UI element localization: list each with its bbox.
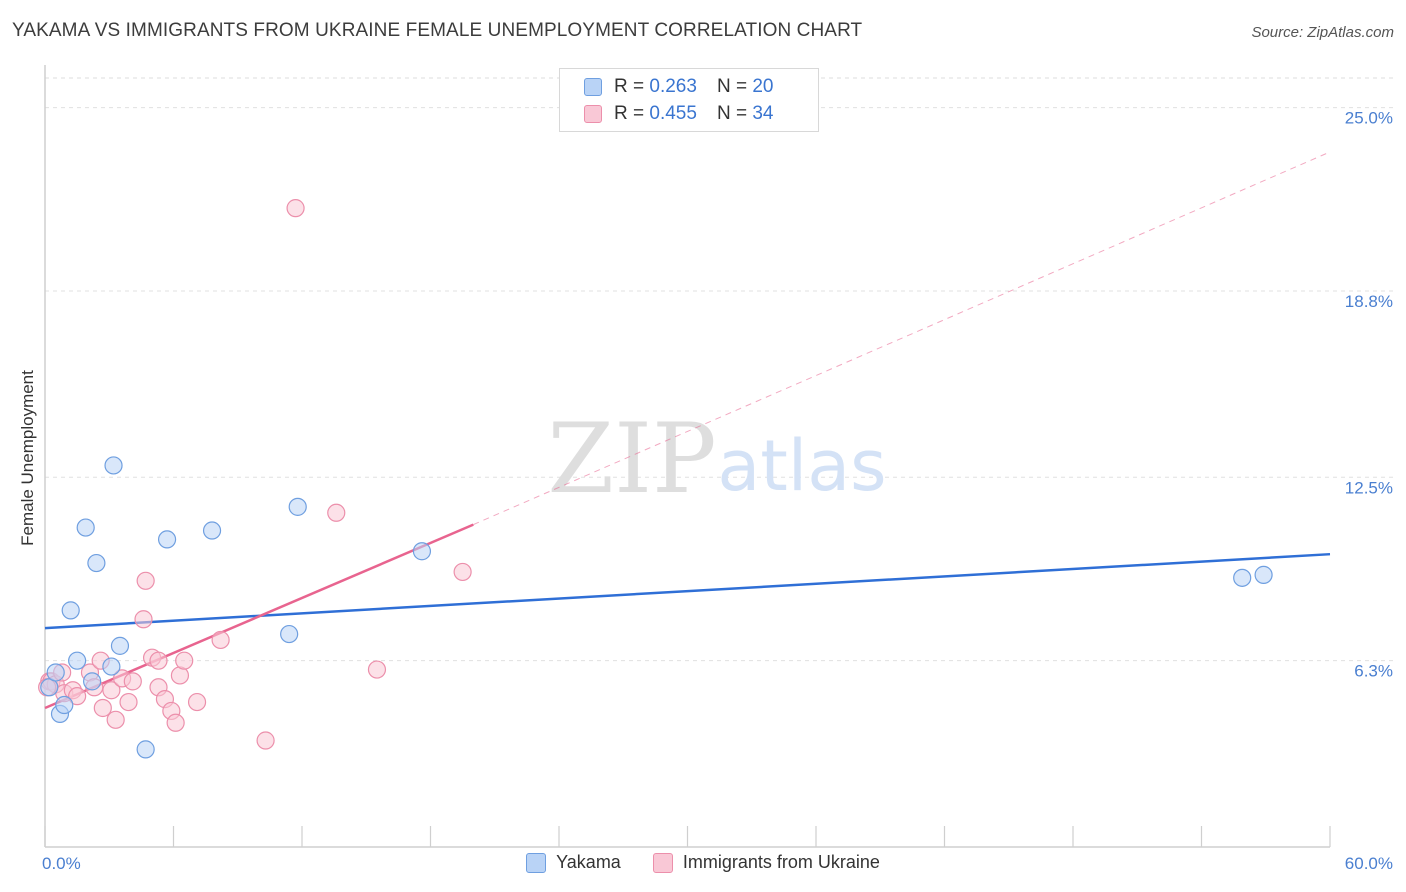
- point-ukraine: [136, 571, 155, 590]
- point-ukraine: [166, 713, 185, 732]
- point-yakama: [157, 530, 177, 549]
- trendline-extension-1: [473, 151, 1331, 526]
- point-ukraine: [149, 651, 168, 670]
- point-ukraine: [175, 651, 194, 670]
- point-ukraine: [106, 710, 125, 729]
- watermark: ZIP atlas: [547, 403, 886, 515]
- point-yakama: [76, 518, 95, 537]
- trendline-1: [44, 523, 474, 710]
- bottom-legend-ukraine: Immigrants from Ukraine: [652, 852, 880, 873]
- data-points: [38, 199, 1273, 759]
- point-ukraine: [68, 687, 87, 706]
- point-yakama: [104, 456, 123, 475]
- chart-title: YAKAMA VS IMMIGRANTS FROM UKRAINE FEMALE…: [12, 20, 863, 41]
- point-ukraine: [211, 630, 230, 650]
- bottom-legend: Yakama Immigrants from Ukraine: [0, 852, 1406, 873]
- point-yakama: [1233, 568, 1252, 587]
- y-tick-label: 6.3%: [1354, 662, 1393, 681]
- trendline-0: [44, 552, 1331, 630]
- bottom-legend-swatch-ukraine: [652, 852, 673, 873]
- point-yakama: [202, 521, 222, 540]
- tick-labels: 6.3% 12.5% 18.8% 25.0% 0.0% 60.0%: [42, 109, 1393, 873]
- legend-row-ukraine: R = 0.455 N = 34: [584, 102, 773, 126]
- axes: [44, 65, 1331, 848]
- legend-n-value: 20: [752, 76, 774, 97]
- point-ukraine: [93, 698, 112, 718]
- point-yakama: [46, 663, 65, 682]
- bottom-legend-yakama: Yakama: [526, 852, 621, 873]
- legend-n-label: N =: [716, 103, 748, 124]
- watermark-atlas: atlas: [717, 425, 886, 507]
- point-yakama: [280, 624, 299, 644]
- point-yakama: [412, 542, 432, 561]
- point-yakama: [102, 657, 121, 676]
- legend-row-yakama: R = 0.263 N = 20: [584, 75, 773, 99]
- bottom-legend-label-ukraine: Immigrants from Ukraine: [682, 852, 880, 872]
- legend-n-value: 34: [752, 103, 774, 124]
- y-tick-label: 18.8%: [1345, 292, 1393, 311]
- x-tick-label: 0.0%: [42, 854, 81, 873]
- legend-n-label: N =: [716, 76, 748, 97]
- legend-r-label: R =: [614, 76, 645, 97]
- point-yakama: [1254, 565, 1273, 584]
- legend: R = 0.263 N = 20 R = 0.455 N = 34: [559, 68, 819, 132]
- point-yakama: [55, 695, 74, 715]
- watermark-zip: ZIP: [547, 403, 716, 515]
- legend-swatch-yakama: [584, 78, 602, 96]
- legend-r-value: 0.455: [649, 103, 697, 124]
- source-credit: Source: ZipAtlas.com: [1251, 24, 1394, 41]
- point-ukraine: [256, 731, 275, 750]
- point-ukraine: [134, 610, 153, 629]
- point-ukraine: [119, 692, 138, 712]
- x-tick-label: 60.0%: [1345, 854, 1393, 873]
- bottom-legend-label-yakama: Yakama: [556, 852, 621, 872]
- legend-swatch-ukraine: [584, 105, 602, 123]
- point-ukraine: [187, 692, 207, 712]
- gridlines: [45, 77, 1395, 662]
- legend-r-label: R =: [614, 103, 645, 124]
- point-ukraine: [286, 199, 305, 218]
- point-yakama: [68, 651, 87, 670]
- point-yakama: [83, 672, 102, 691]
- point-ukraine: [102, 681, 121, 700]
- y-tick-label: 12.5%: [1345, 478, 1393, 497]
- point-yakama: [136, 740, 155, 759]
- point-ukraine: [123, 672, 142, 691]
- y-tick-label: 25.0%: [1345, 109, 1393, 128]
- point-ukraine: [367, 660, 387, 679]
- point-ukraine: [327, 503, 346, 522]
- point-ukraine: [453, 562, 472, 582]
- point-yakama: [87, 553, 106, 573]
- bottom-legend-swatch-yakama: [526, 852, 547, 873]
- point-yakama: [61, 601, 80, 620]
- legend-r-value: 0.263: [649, 76, 697, 97]
- point-yakama: [110, 636, 130, 655]
- point-yakama: [288, 497, 307, 516]
